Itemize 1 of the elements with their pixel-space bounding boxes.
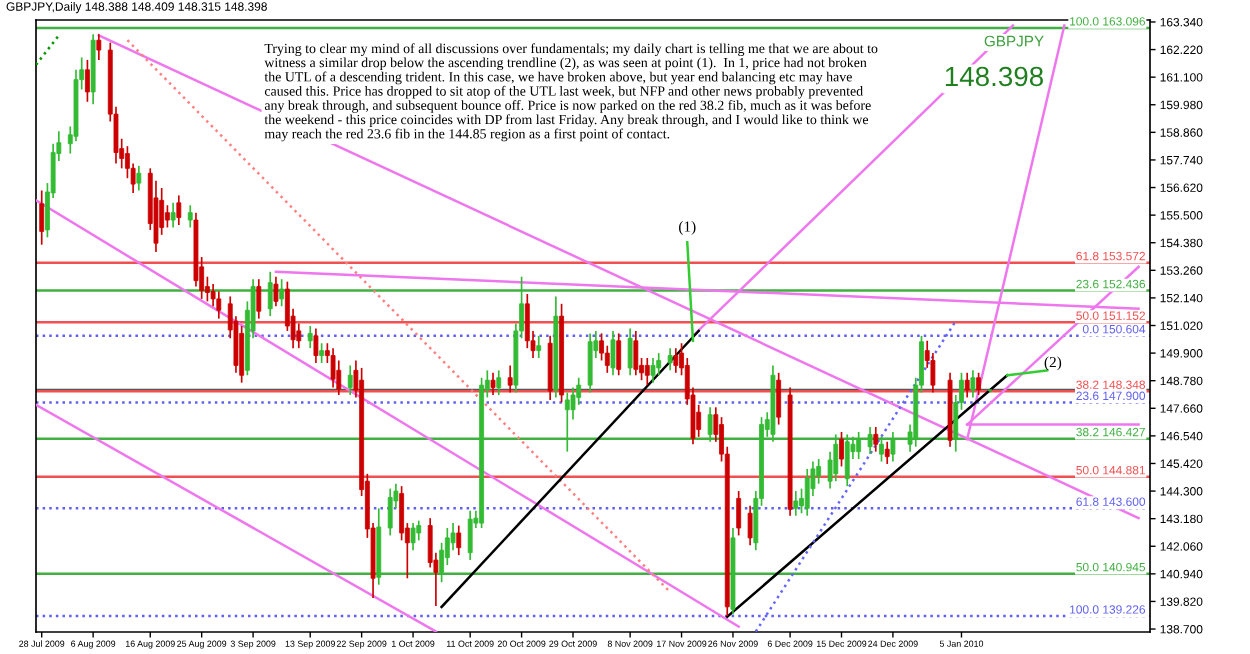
annotation: 148.398 xyxy=(945,66,1043,87)
